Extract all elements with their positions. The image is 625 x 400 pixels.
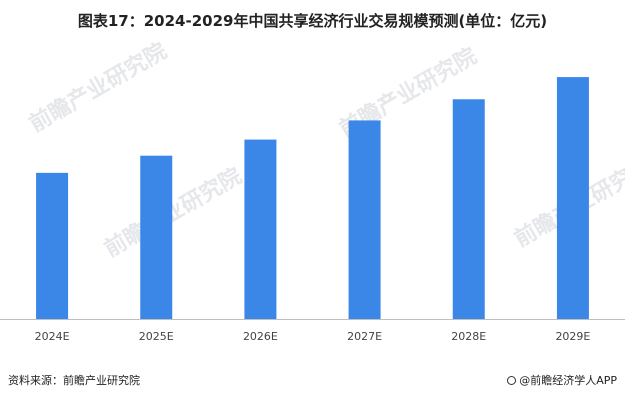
bar-2026E [244, 139, 277, 319]
x-tick-label-2029E: 2029E [555, 330, 590, 343]
bar-2029E [556, 77, 589, 319]
bar-2024E [36, 172, 69, 319]
brand-note: @前瞻经济学人APP [507, 372, 617, 388]
x-tick-label-2028E: 2028E [451, 330, 486, 343]
bar-2028E [452, 99, 485, 319]
x-tick-label-2027E: 2027E [347, 330, 382, 343]
bar-2027E [348, 120, 381, 319]
x-tick-label-2026E: 2026E [243, 330, 278, 343]
chart-title: 图表17：2024-2029年中国共享经济行业交易规模预测(单位：亿元) [77, 12, 548, 30]
bar-2025E [140, 155, 173, 319]
brand-note-label: @前瞻经济学人APP [519, 374, 617, 387]
brand-logo-icon [507, 375, 517, 385]
source-note: 资料来源：前瞻产业研究院 [8, 374, 140, 387]
x-tick-label-2025E: 2025E [139, 330, 174, 343]
x-tick-label-2024E: 2024E [35, 330, 70, 343]
